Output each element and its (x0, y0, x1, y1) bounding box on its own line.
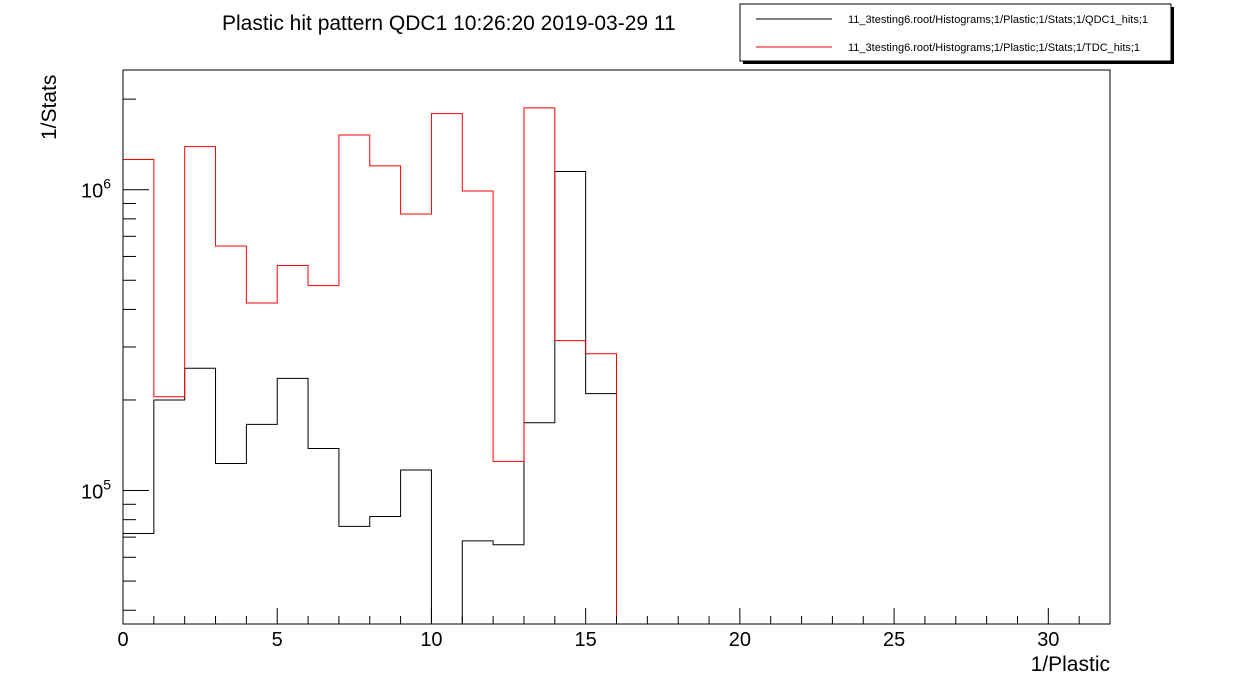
legend-box (739, 3, 1172, 62)
y-tick-label: 106 (81, 176, 111, 203)
x-tick-label: 5 (272, 629, 283, 651)
x-tick-label: 20 (729, 629, 751, 651)
legend-entry-qdc1: 11_3testing6.root/Histograms;1/Plastic;1… (848, 14, 1148, 26)
y-tick-label: 105 (81, 477, 111, 504)
series-line-1 (123, 107, 1110, 625)
x-tick-label: 25 (883, 629, 905, 651)
legend: 11_3testing6.root/Histograms;1/Plastic;1… (739, 3, 1174, 64)
chart-title: Plastic hit pattern QDC1 10:26:20 2019-0… (222, 12, 676, 35)
y-axis-label: 1/Stats (38, 75, 61, 140)
x-tick-label: 10 (420, 629, 442, 651)
x-tick-label: 30 (1037, 629, 1059, 651)
x-tick-label: 15 (575, 629, 597, 651)
legend-entry-tdc: 11_3testing6.root/Histograms;1/Plastic;1… (848, 42, 1140, 54)
plot-area (123, 107, 1110, 625)
y-axis: 105 106 (81, 98, 149, 611)
x-axis: 0 5 10 15 20 25 30 (117, 608, 1111, 651)
x-axis-label: 1/Plastic (1031, 653, 1110, 676)
x-tick-label: 0 (117, 629, 128, 651)
